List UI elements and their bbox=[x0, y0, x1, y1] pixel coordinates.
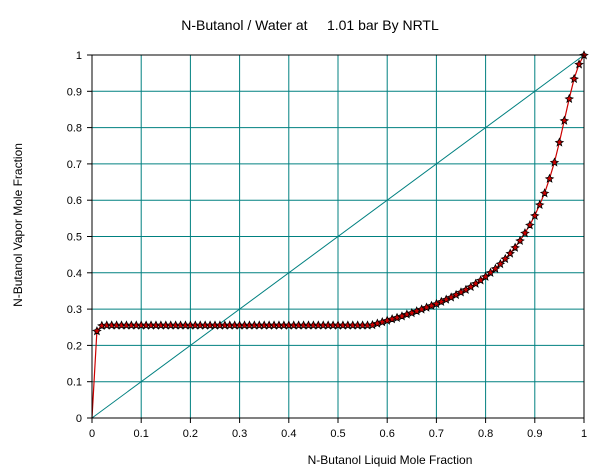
data-point-marker bbox=[490, 263, 501, 273]
y-tick-label: 1 bbox=[76, 50, 82, 62]
data-point-marker bbox=[534, 199, 545, 210]
x-tick-label: 0.3 bbox=[232, 428, 247, 440]
diagonal-reference-line bbox=[91, 54, 585, 419]
chart-title: N-Butanol / Water at 1.01 bar By NRTL bbox=[181, 17, 439, 33]
diagonal-line bbox=[91, 54, 585, 419]
data-point-marker bbox=[569, 73, 579, 84]
data-point-marker bbox=[564, 93, 575, 104]
data-point-marker bbox=[559, 115, 570, 125]
x-axis-ticks: 0 0.1 0.2 0.3 0.4 0.5 0.6 0.7 0.8 0.9 1 bbox=[89, 418, 587, 440]
y-tick-label: 0.8 bbox=[67, 123, 82, 135]
x-tick-label: 1 bbox=[581, 428, 587, 440]
x-tick-label: 0.7 bbox=[429, 428, 444, 440]
data-point-marker bbox=[92, 326, 102, 336]
x-axis-label: N-Butanol Liquid Mole Fraction bbox=[308, 453, 473, 467]
x-tick-label: 0.4 bbox=[281, 428, 296, 440]
x-tick-label: 0.6 bbox=[380, 428, 395, 440]
data-markers bbox=[92, 50, 589, 336]
data-point-marker bbox=[574, 59, 584, 69]
data-point-marker bbox=[525, 220, 535, 230]
y-tick-label: 0.5 bbox=[67, 232, 82, 244]
x-tick-label: 0.5 bbox=[330, 428, 345, 440]
y-tick-label: 0.9 bbox=[67, 86, 82, 98]
data-point-marker bbox=[520, 228, 530, 238]
x-tick-label: 0.2 bbox=[183, 428, 198, 440]
x-tick-label: 0.9 bbox=[527, 428, 542, 440]
y-tick-label: 0.7 bbox=[67, 159, 82, 171]
x-tick-label: 0.8 bbox=[478, 428, 493, 440]
data-point-marker bbox=[505, 248, 515, 258]
y-tick-label: 0.4 bbox=[67, 268, 82, 280]
y-tick-label: 0.6 bbox=[67, 195, 82, 207]
data-point-marker bbox=[495, 258, 506, 269]
y-tick-label: 0.1 bbox=[67, 377, 82, 389]
data-point-marker bbox=[515, 235, 525, 245]
data-point-marker bbox=[530, 210, 540, 220]
x-tick-label: 0 bbox=[89, 428, 95, 440]
y-axis-ticks: 0 0.1 0.2 0.3 0.4 0.5 0.6 0.7 0.8 0.9 1 bbox=[67, 50, 92, 425]
data-point-marker bbox=[500, 253, 511, 264]
data-point-marker bbox=[510, 242, 520, 252]
x-tick-label: 0.1 bbox=[134, 428, 149, 440]
y-tick-label: 0 bbox=[76, 413, 82, 425]
data-point-marker bbox=[554, 137, 565, 147]
data-point-marker bbox=[539, 188, 550, 198]
y-axis-label: N-Butanol Vapor Mole Fraction bbox=[11, 143, 25, 307]
y-tick-label: 0.2 bbox=[67, 340, 82, 352]
y-tick-label: 0.3 bbox=[67, 304, 82, 316]
data-point-marker bbox=[544, 173, 555, 183]
data-point-marker bbox=[549, 157, 560, 167]
